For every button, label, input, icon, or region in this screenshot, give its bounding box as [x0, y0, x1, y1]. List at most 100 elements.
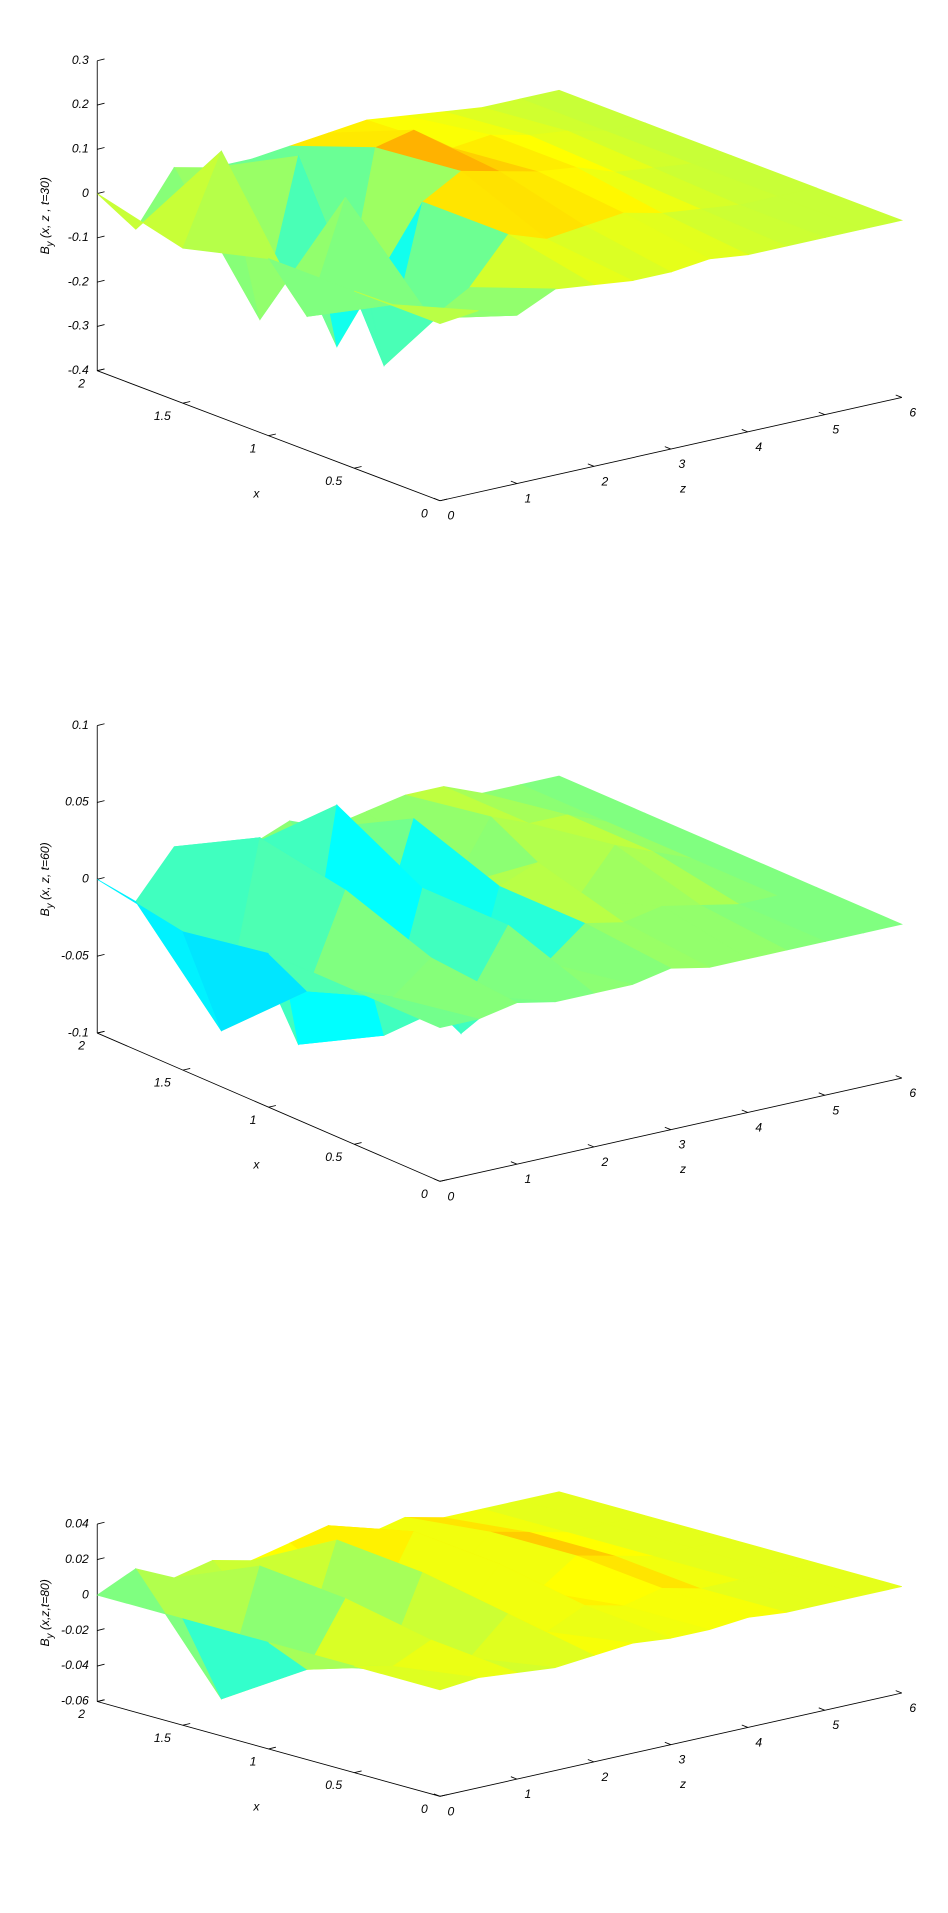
y-tick [97, 279, 105, 283]
z-tick-label: 5 [832, 423, 839, 437]
surface-patch [354, 990, 479, 1028]
x-tick [97, 368, 105, 372]
x-tick-label: 0.5 [325, 1778, 342, 1792]
z-tick-label: 2 [600, 1770, 608, 1784]
y-axis-label-part: B [38, 1638, 52, 1646]
z-tick-label: 4 [755, 440, 762, 454]
z-tick-label: 0 [448, 509, 455, 523]
x-tick-label: 2 [77, 1707, 85, 1721]
y-tick [97, 1521, 105, 1525]
y-tick-label: 0.3 [72, 53, 89, 67]
x-tick [268, 1105, 276, 1108]
z-tick-label: 0 [448, 1189, 455, 1203]
z-tick [433, 1178, 441, 1182]
z-tick-label: 3 [678, 457, 685, 471]
x-tick [97, 1699, 105, 1702]
x-tick-label: 2 [77, 376, 85, 390]
z-tick-label: 5 [832, 1103, 839, 1117]
x-tick [354, 1142, 362, 1145]
y-axis-label-part: (x, z, t=60) [38, 842, 52, 903]
z-tick [587, 1759, 595, 1763]
z-tick-label: 4 [755, 1120, 762, 1134]
z-tick [587, 1144, 595, 1148]
x-tick-label: 1.5 [154, 1076, 171, 1090]
z-tick [895, 1075, 902, 1079]
x-tick [439, 498, 448, 502]
x-tick-label: 0.5 [325, 1150, 342, 1164]
panel: -0.1 -0.05 0 0.05 0.1 0 0.5 1 1.5 2 0 1 2 3 4 5 6 x z By (x… [38, 718, 916, 1204]
y-tick [97, 723, 105, 726]
y-tick-label: 0 [82, 872, 89, 886]
y-tick [97, 324, 105, 327]
y-axis-label: By (x, z , t=30) [38, 177, 55, 254]
z-tick [664, 446, 672, 450]
x-tick-label: 1 [250, 1113, 257, 1127]
z-tick-label: 1 [524, 1787, 531, 1801]
x-tick [268, 1746, 276, 1750]
y-axis-label: By (x,z,t=80) [38, 1579, 55, 1646]
y-tick [97, 877, 105, 880]
x-tick-label: 1 [250, 1754, 257, 1768]
z-tick-label: 2 [600, 1155, 608, 1169]
z-tick [664, 1126, 672, 1131]
y-tick [97, 147, 105, 150]
y-tick-label: 0.05 [65, 795, 89, 809]
y-axis-label: By (x, z, t=60) [38, 842, 55, 916]
z-tick-label: 5 [832, 1718, 839, 1732]
x-tick-label: 1.5 [154, 1731, 171, 1745]
y-tick-label: -0.1 [68, 230, 89, 244]
z-tick-label: 1 [524, 1172, 531, 1186]
z-tick [741, 429, 749, 433]
surface [96, 1491, 902, 1700]
y-tick-label: -0.4 [68, 363, 89, 377]
x-tick-label: 0 [421, 506, 428, 520]
x-tick [439, 1794, 448, 1797]
y-tick [97, 191, 105, 195]
z-tick [433, 497, 441, 502]
z-tick-label: 3 [678, 1753, 685, 1767]
z-tick [818, 1092, 825, 1096]
y-tick-label: 0.1 [72, 718, 89, 732]
y-tick-label: -0.04 [61, 1658, 89, 1672]
y-tick [97, 1628, 105, 1631]
y-tick [97, 800, 105, 803]
z-tick [510, 1776, 518, 1780]
y-axis-label-part: B [38, 908, 52, 916]
z-tick-label: 6 [909, 1086, 916, 1100]
y-tick-label: -0.05 [61, 948, 89, 962]
y-tick-label: 0.2 [72, 97, 89, 111]
y-tick-label: -0.3 [68, 319, 89, 333]
y-axis-label-part: y [44, 1632, 55, 1639]
x-tick [439, 1179, 448, 1182]
z-tick [510, 1161, 518, 1165]
x-axis-label: x [252, 1158, 260, 1172]
y-tick-label: -0.06 [61, 1694, 89, 1708]
x-tick-label: 0 [421, 1187, 428, 1201]
y-tick-label: 0.04 [65, 1516, 89, 1530]
z-tick [741, 1724, 749, 1728]
z-tick [510, 480, 518, 484]
x-tick [182, 1723, 191, 1726]
x-tick [354, 466, 362, 469]
x-tick [182, 401, 191, 404]
y-tick-label: -0.02 [61, 1623, 89, 1637]
surface-patch [354, 1665, 479, 1691]
panel: -0.06 -0.04 -0.02 0 0.02 0.04 0 0.5 1 1.5 2 0 1 2 3 4 5 6… [38, 1491, 916, 1818]
z-axis-label: z [679, 1162, 686, 1176]
z-tick [741, 1109, 749, 1113]
x-tick-label: 2 [77, 1039, 85, 1053]
x-tick [268, 433, 276, 437]
y-axis-label-part: y [44, 902, 55, 909]
y-axis-label-part: y [44, 240, 55, 247]
surface [96, 89, 904, 367]
x-tick [97, 1030, 105, 1034]
surface-patch [354, 290, 479, 325]
x-tick-label: 1.5 [154, 409, 171, 423]
panel: -0.4 -0.3 -0.2 -0.1 0 0.1 0.2 0.3 0 0.5 1 1.5 2 0 1 2 3 4… [38, 53, 916, 523]
x-tick-label: 1 [250, 441, 257, 455]
y-tick [97, 953, 105, 957]
y-tick [97, 102, 105, 106]
z-tick [818, 411, 825, 416]
y-tick [97, 1663, 105, 1667]
